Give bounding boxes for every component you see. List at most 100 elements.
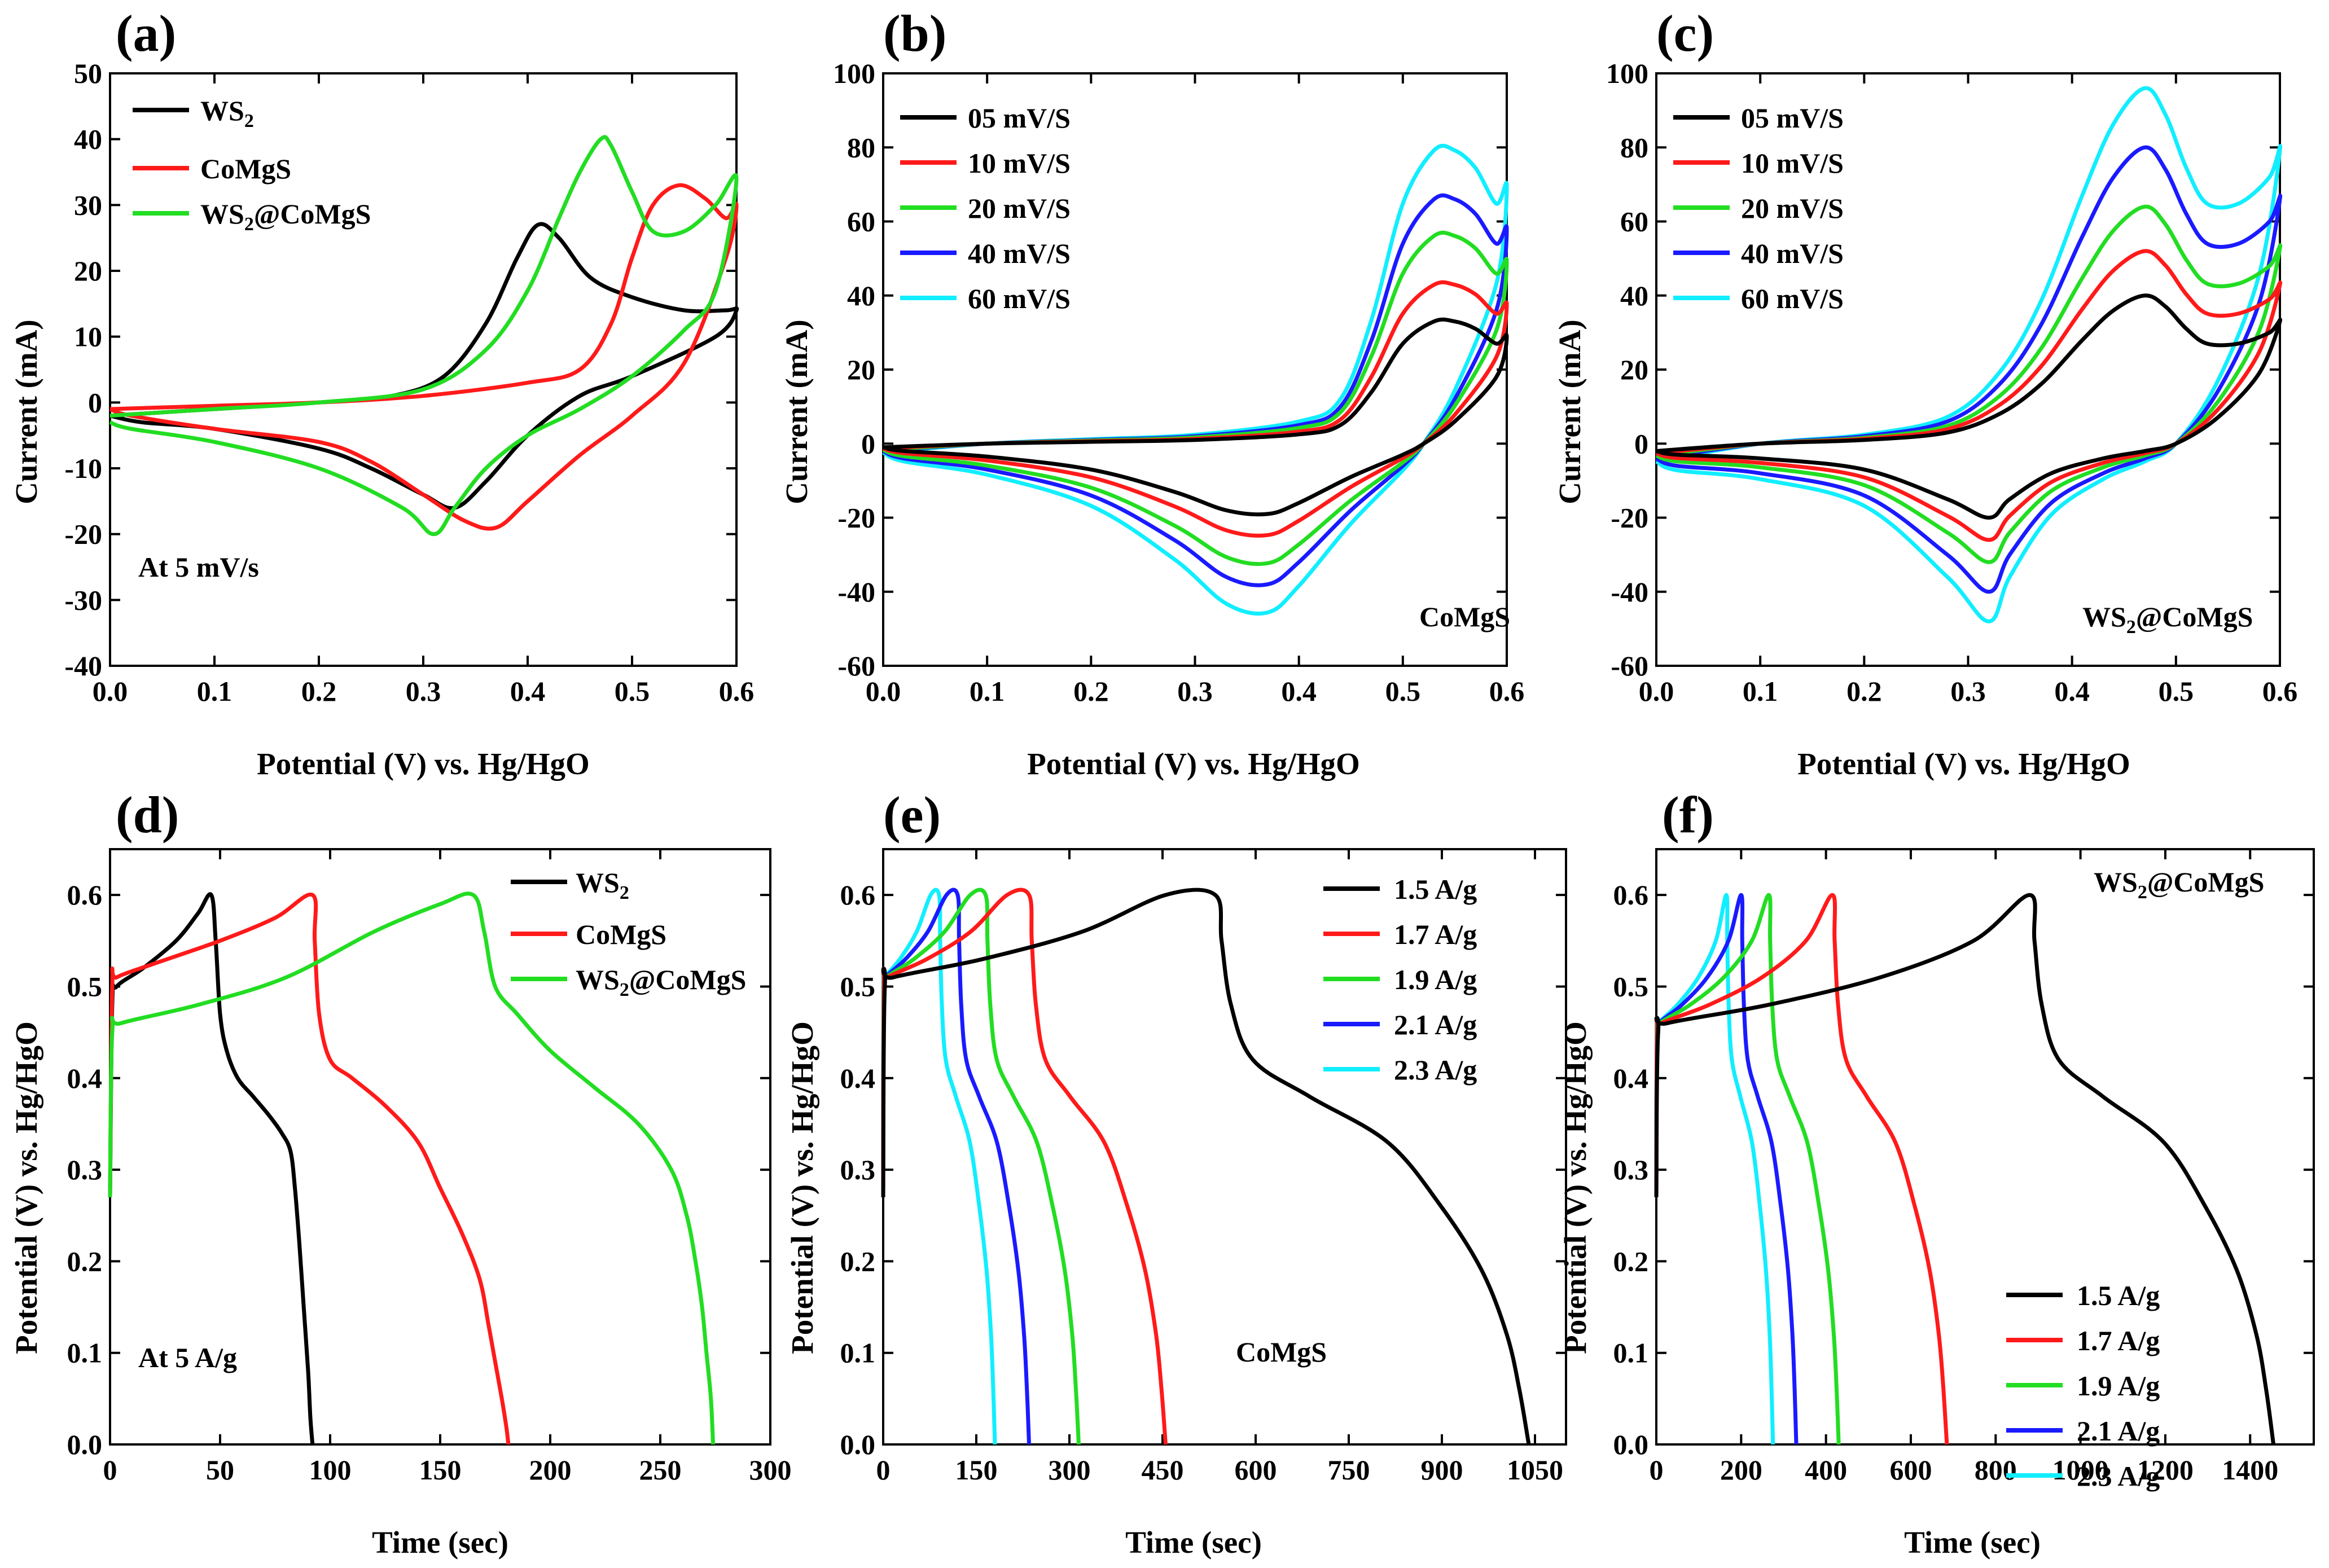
x-tick-label-e: 0	[876, 1454, 891, 1486]
x-tick-label-d: 150	[419, 1454, 462, 1486]
legend-label-f-2: 1.9 A/g	[2077, 1370, 2160, 1402]
panel-f-label: (f)	[1662, 786, 1714, 844]
x-tick-label-e: 1050	[1507, 1454, 1563, 1486]
panel-e-xlabel: Time (sec)	[1125, 1525, 1262, 1560]
x-tick-label-f: 1400	[2222, 1454, 2278, 1486]
y-tick-label-b: 80	[847, 131, 875, 163]
y-tick-label-d: 0.1	[67, 1337, 103, 1369]
legend-label-f-3: 2.1 A/g	[2077, 1415, 2160, 1447]
x-tick-label-a: 0.1	[197, 675, 233, 707]
panel-e-label: (e)	[883, 786, 941, 844]
x-tick-label-e: 750	[1328, 1454, 1370, 1486]
x-tick-label-a: 0.4	[510, 675, 546, 707]
panel-a-xlabel: Potential (V) vs. Hg/HgO	[257, 746, 590, 781]
y-tick-label-e: 0.0	[840, 1429, 876, 1460]
legend-label-e-2: 1.9 A/g	[1394, 964, 1477, 995]
panel-d-legend: WS2 CoMgS WS2@CoMgS	[511, 867, 746, 1000]
y-tick-label-b: -40	[837, 576, 875, 608]
panel-a-ylabel: Current (mA)	[9, 319, 43, 504]
legend-label-e-4: 2.3 A/g	[1394, 1054, 1477, 1086]
panel-f-xlabel: Time (sec)	[1904, 1525, 2041, 1560]
y-tick-label-b: 100	[833, 58, 875, 89]
y-tick-label-f: 0.6	[1613, 879, 1649, 911]
legend-label-b-4: 60 mV/S	[968, 283, 1071, 314]
legend-e: 1.5 A/g 1.7 A/g 1.9 A/g 2.1 A/g 2.3 A/g	[1323, 873, 1477, 1086]
y-tick-label-b: 40	[847, 280, 875, 311]
y-tick-label-e: 0.3	[840, 1154, 876, 1185]
legend-c: 05 mV/S 10 mV/S 20 mV/S 40 mV/S 60 mV/S	[1673, 102, 1844, 314]
x-tick-label-b: 0.1	[970, 675, 1005, 707]
x-tick-label-c: 0.5	[2159, 675, 2194, 707]
y-tick-label-d: 0.6	[67, 879, 103, 911]
x-tick-label-c: 0.1	[1743, 675, 1778, 707]
y-tick-label-c: 40	[1620, 280, 1648, 311]
y-tick-label-c: -40	[1611, 576, 1648, 608]
legend-label-e-0: 1.5 A/g	[1394, 873, 1477, 905]
series-line-b-2	[882, 230, 1509, 566]
x-tick-label-d: 0	[103, 1454, 117, 1486]
y-tick-label-c: -20	[1611, 502, 1648, 534]
series-group-c	[1655, 86, 2283, 623]
x-tick-label-e: 900	[1421, 1454, 1463, 1486]
axes-a: 0.0 0.1 0.2 0.3 0.4 0.5 0.6 -40 -30 -20 -10 0 10 20 30…	[64, 58, 754, 707]
y-tick-label-a: 50	[74, 58, 102, 89]
x-tick-label-c: 0.4	[2054, 675, 2090, 707]
x-tick-label-a: 0.5	[615, 675, 650, 707]
y-tick-label-d: 0.0	[67, 1429, 103, 1460]
series-line-f-0	[1654, 893, 2276, 1445]
series-group-e	[881, 888, 1531, 1445]
x-tick-label-a: 0.3	[406, 675, 441, 707]
series-line-e-0	[881, 888, 1531, 1445]
series-line-c-1	[1655, 249, 2283, 542]
series-line-a-2	[109, 135, 739, 537]
legend-label-ws2-comgs: WS2@CoMgS	[200, 198, 371, 235]
x-tick-label-d: 50	[206, 1454, 234, 1486]
panel-d-annotation: At 5 A/g	[138, 1342, 237, 1373]
panel-b-label: (b)	[883, 5, 946, 62]
panel-c-ylabel: Current (mA)	[1552, 319, 1587, 504]
legend-label-e-3: 2.1 A/g	[1394, 1009, 1477, 1040]
y-tick-label-b: 60	[847, 206, 875, 238]
x-tick-label-c: 0.3	[1950, 675, 1986, 707]
panel-f-ylabel: Potential (V) vs. Hg/HgO	[1558, 1021, 1593, 1354]
y-tick-label-a: -40	[64, 650, 102, 682]
legend-label-f-4: 2.3 A/g	[2077, 1460, 2160, 1492]
x-tick-label-d: 250	[639, 1454, 682, 1486]
x-tick-label-f: 200	[1720, 1454, 1762, 1486]
y-tick-label-f: 0.4	[1613, 1062, 1649, 1094]
axes-c: 0.0 0.1 0.2 0.3 0.4 0.5 0.6 -60 -40 -20 0 20 40 60 80 1…	[1606, 58, 2297, 707]
y-tick-label-a: 40	[74, 124, 102, 155]
y-tick-label-a: -10	[64, 453, 102, 484]
series-line-f-4	[1654, 893, 1775, 1445]
panel-b-ylabel: Current (mA)	[779, 319, 814, 504]
series-line-c-2	[1655, 204, 2283, 564]
plot-layer: 0.0 0.1 0.2 0.3 0.4 0.5 0.6 -40 -30 -20 -10 0 10 20 30…	[64, 58, 2315, 1492]
axes-e: 0 150 300 450 600 750 900 1050 0.0 0.1 0.2 0.3 0.4 0.…	[840, 848, 1567, 1486]
legend-label-c-4: 60 mV/S	[1741, 283, 1844, 314]
y-tick-label-a: 20	[74, 255, 102, 287]
y-tick-label-f: 0.2	[1613, 1245, 1649, 1277]
x-tick-label-b: 0.4	[1281, 675, 1317, 707]
panel-a-legend: WS2 CoMgS WS2@CoMgS	[133, 95, 371, 235]
y-tick-label-b: 20	[847, 354, 875, 385]
legend-label-f-0: 1.5 A/g	[2077, 1280, 2160, 1311]
series-line-c-0	[1656, 293, 2283, 520]
series-group-b	[882, 143, 1509, 616]
series-group-a	[109, 135, 739, 537]
series-line-b-0	[883, 317, 1509, 517]
y-tick-label-a: 30	[74, 189, 102, 221]
y-tick-label-f: 0.1	[1613, 1337, 1649, 1369]
legend-label-c-1: 10 mV/S	[1741, 147, 1844, 179]
y-tick-label-b: 0	[861, 428, 875, 459]
legend-label-f-1: 1.7 A/g	[2077, 1325, 2160, 1356]
axes-d: 0 50 100 150 200 250 300 0.0 0.1 0.2 0.3 0.4 0.5 0.6	[67, 848, 792, 1486]
x-tick-label-b: 0.3	[1177, 675, 1213, 707]
x-tick-label-f: 0	[1650, 1454, 1664, 1486]
panel-a-annotation: At 5 mV/s	[138, 551, 259, 583]
series-line-a-1	[109, 183, 739, 531]
x-tick-label-f: 400	[1805, 1454, 1847, 1486]
panel-b-xlabel: Potential (V) vs. Hg/HgO	[1027, 746, 1360, 781]
y-tick-label-a: 10	[74, 321, 102, 353]
legend-label-ws2: WS2	[200, 95, 254, 131]
legend-label-b-3: 40 mV/S	[968, 238, 1071, 269]
